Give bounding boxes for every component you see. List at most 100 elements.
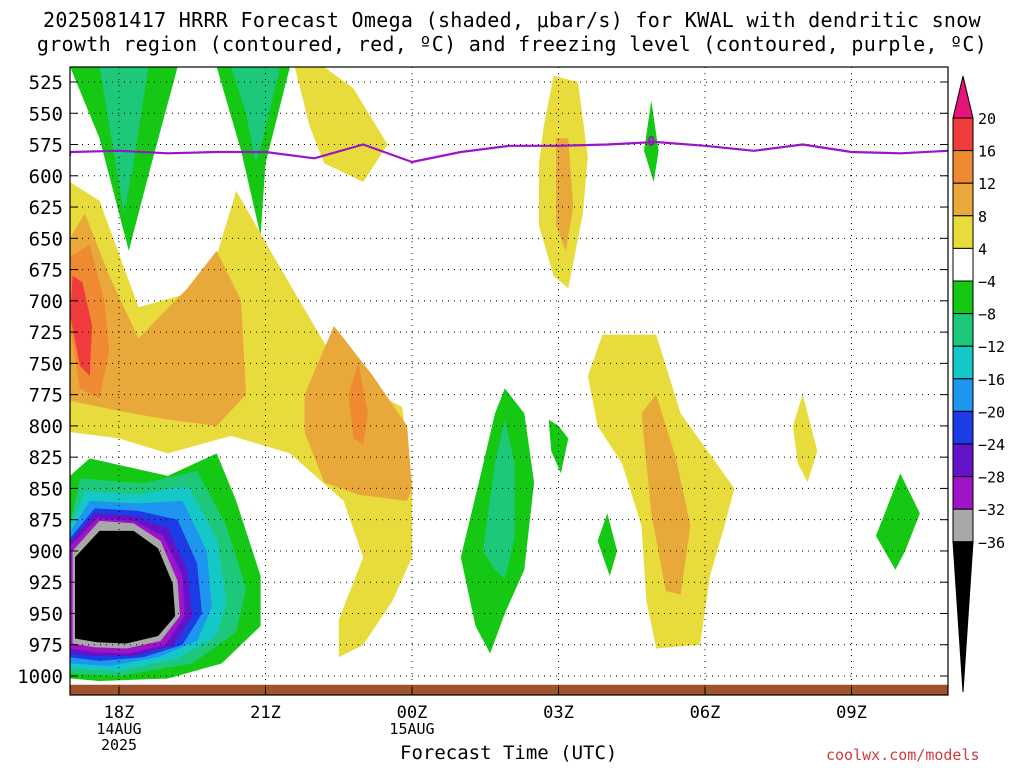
freezing-level-line	[70, 140, 948, 164]
chart-title-line-2: growth region (contoured, red, ºC) and f…	[36, 32, 988, 56]
colorbar-label: 16	[978, 143, 996, 161]
colorbar-bin	[952, 313, 974, 347]
omega-fill	[641, 394, 691, 595]
omega-feature-ascent-0430z	[548, 419, 569, 474]
omega-fill	[75, 530, 176, 644]
x-tick-label: 2025	[101, 736, 137, 754]
colorbar-bin	[952, 476, 974, 510]
y-tick-label: 850	[29, 478, 63, 500]
x-tick-label: 03Z	[543, 703, 574, 723]
x-tick-label: 09Z	[836, 703, 867, 723]
chart-title: 2025081417 HRRR Forecast Omega (shaded, …	[0, 8, 1024, 56]
y-tick-label: 925	[29, 572, 63, 594]
omega-fill	[348, 363, 368, 445]
omega-feature-low-level-ascent	[70, 453, 261, 681]
y-tick-label: 700	[29, 291, 63, 313]
colorbar-bin	[952, 280, 974, 315]
credit-text: coolwx.com/models	[826, 746, 980, 764]
colorbar-label: −32	[978, 501, 1005, 519]
colorbar-bin	[952, 150, 974, 184]
colorbar-label: −28	[978, 469, 1005, 487]
omega-feature-descent-08z	[792, 394, 818, 483]
x-tick-label: 18Z	[104, 703, 135, 723]
omega-feature-ascent-10z	[875, 473, 920, 570]
omega-feature-ascent-01z	[460, 388, 535, 654]
y-tick-label: 550	[29, 103, 63, 125]
colorbar-bin	[952, 182, 974, 217]
y-tick-label: 875	[29, 510, 63, 532]
y-tick-label: 1000	[17, 666, 63, 688]
y-tick-label: 775	[29, 385, 63, 407]
ground-fill	[70, 684, 948, 695]
colorbar-bin	[952, 378, 974, 412]
omega-fill	[792, 394, 818, 483]
omega-fill	[294, 67, 388, 182]
colorbar-bin	[952, 508, 974, 543]
omega-fill	[70, 182, 412, 658]
colorbar-bin	[952, 443, 974, 478]
colorbar-label: 12	[978, 175, 996, 193]
colorbar-label: −16	[978, 371, 1005, 389]
colorbar-label: −4	[978, 273, 996, 291]
omega-fill	[231, 67, 281, 164]
y-tick-label: 525	[29, 72, 63, 94]
y-tick-label: 575	[29, 135, 63, 157]
omega-feature-descent-03z	[539, 75, 588, 289]
plot-border	[69, 66, 949, 696]
colorbar-label: 4	[978, 240, 987, 258]
colorbar: 20 16 12 8 4 −4 −8 −12 −16 −20 −24 −28 −32 −36	[952, 75, 1005, 693]
omega-feature-upper-ascent-west	[70, 67, 178, 251]
colorbar-label: −8	[978, 306, 996, 324]
x-tick-label: 00Z	[397, 703, 428, 723]
omega-fill	[70, 213, 246, 426]
ground-layer	[70, 684, 948, 695]
omega-fill	[548, 419, 569, 474]
freezing-level-contour: 0	[70, 135, 948, 164]
chart-title-line-1: 2025081417 HRRR Forecast Omega (shaded, …	[43, 8, 981, 32]
omega-fill	[482, 419, 515, 579]
x-tick-label: 06Z	[690, 703, 721, 723]
colorbar-arrow-top	[952, 75, 974, 119]
colorbar-bin	[952, 247, 974, 282]
x-tick-label: 14AUG	[96, 720, 141, 738]
colorbar-label: 8	[978, 208, 987, 226]
colorbar-label: −24	[978, 436, 1005, 454]
y-tick-label: 950	[29, 603, 63, 625]
y-tick-label: 825	[29, 447, 63, 469]
y-tick-label: 750	[29, 353, 63, 375]
omega-fill	[99, 67, 149, 214]
colorbar-bin	[952, 410, 974, 445]
omega-fill	[597, 513, 618, 576]
y-tick-label: 725	[29, 322, 63, 344]
y-tick-label: 975	[29, 635, 63, 657]
y-tick-label: 650	[29, 228, 63, 250]
colorbar-arrow-bottom	[952, 541, 974, 693]
plot-frame	[69, 66, 949, 696]
y-tick-label: 800	[29, 416, 63, 438]
y-tick-label: 675	[29, 260, 63, 282]
colorbar-bin	[952, 215, 974, 249]
y-tick-label: 625	[29, 197, 63, 219]
omega-shading	[70, 67, 920, 681]
colorbar-label: −36	[978, 534, 1005, 552]
colorbar-bin	[952, 117, 974, 152]
pressure-axis: 525 550 575 600 625 650 675 700 725 750 775 800 825 8…	[17, 72, 948, 688]
omega-feature-ascent-05z	[597, 513, 618, 576]
x-axis-label: Forecast Time (UTC)	[400, 742, 618, 764]
grid-lines	[70, 67, 948, 695]
x-tick-label: 21Z	[250, 703, 281, 723]
colorbar-bin	[952, 345, 974, 380]
omega-feature-descent-upper-ridge	[294, 67, 388, 182]
colorbar-label: −12	[978, 338, 1005, 356]
colorbar-label: 20	[978, 110, 996, 128]
y-tick-label: 900	[29, 541, 63, 563]
colorbar-label: −20	[978, 403, 1005, 421]
y-tick-label: 600	[29, 166, 63, 188]
omega-fill	[875, 473, 920, 570]
omega-fill	[556, 138, 574, 251]
freezing-level-label: 0	[647, 135, 655, 150]
omega-feature-descent-05z-06z	[587, 334, 735, 649]
x-tick-label: 15AUG	[389, 720, 434, 738]
